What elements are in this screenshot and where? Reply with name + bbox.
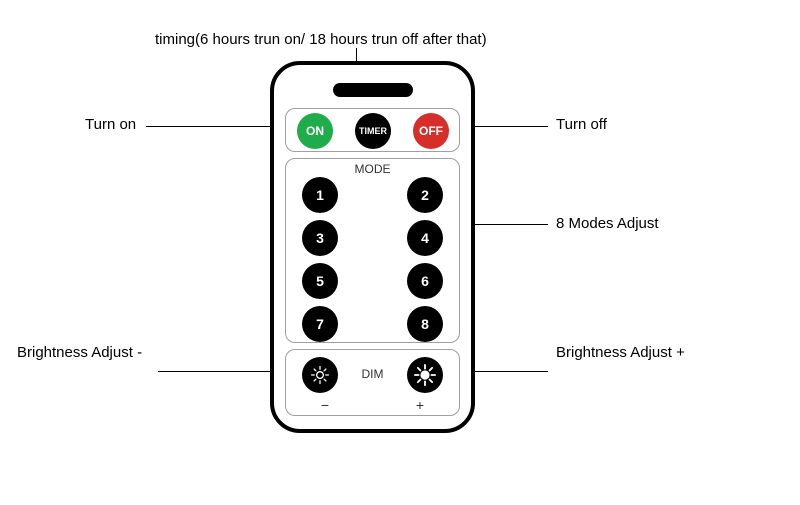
ir-window [333,83,413,97]
callout-dim-plus: Brightness Adjust + [556,344,685,361]
mode-button-1[interactable]: 1 [302,177,338,213]
on-button[interactable]: ON [297,113,333,149]
plus-sign: + [397,397,443,413]
callout-modes: 8 Modes Adjust [556,215,659,232]
section-dim: DIM [285,349,460,416]
mode-title: MODE [286,162,459,176]
section-power: ON TIMER OFF [285,108,460,152]
callout-dim-minus: Brightness Adjust - [17,344,142,361]
callout-turn-off: Turn off [556,116,607,133]
remote-body: ON TIMER OFF MODE 1 2 3 4 5 6 7 8 DIM [270,61,475,433]
mode-button-6[interactable]: 6 [407,263,443,299]
timer-button[interactable]: TIMER [355,113,391,149]
mode-button-3[interactable]: 3 [302,220,338,256]
mode-button-7[interactable]: 7 [302,306,338,342]
mode-button-4[interactable]: 4 [407,220,443,256]
mode-button-2[interactable]: 2 [407,177,443,213]
dim-plus-button[interactable] [407,357,443,393]
sun-bright-icon [407,357,443,393]
sun-dim-icon [302,357,338,393]
callout-timing: timing(6 hours trun on/ 18 hours trun of… [155,31,487,48]
section-mode: MODE 1 2 3 4 5 6 7 8 [285,158,460,343]
off-button[interactable]: OFF [413,113,449,149]
callout-turn-on: Turn on [85,116,136,133]
mode-button-5[interactable]: 5 [302,263,338,299]
mode-button-8[interactable]: 8 [407,306,443,342]
minus-sign: − [302,397,348,413]
dim-minus-button[interactable] [302,357,338,393]
